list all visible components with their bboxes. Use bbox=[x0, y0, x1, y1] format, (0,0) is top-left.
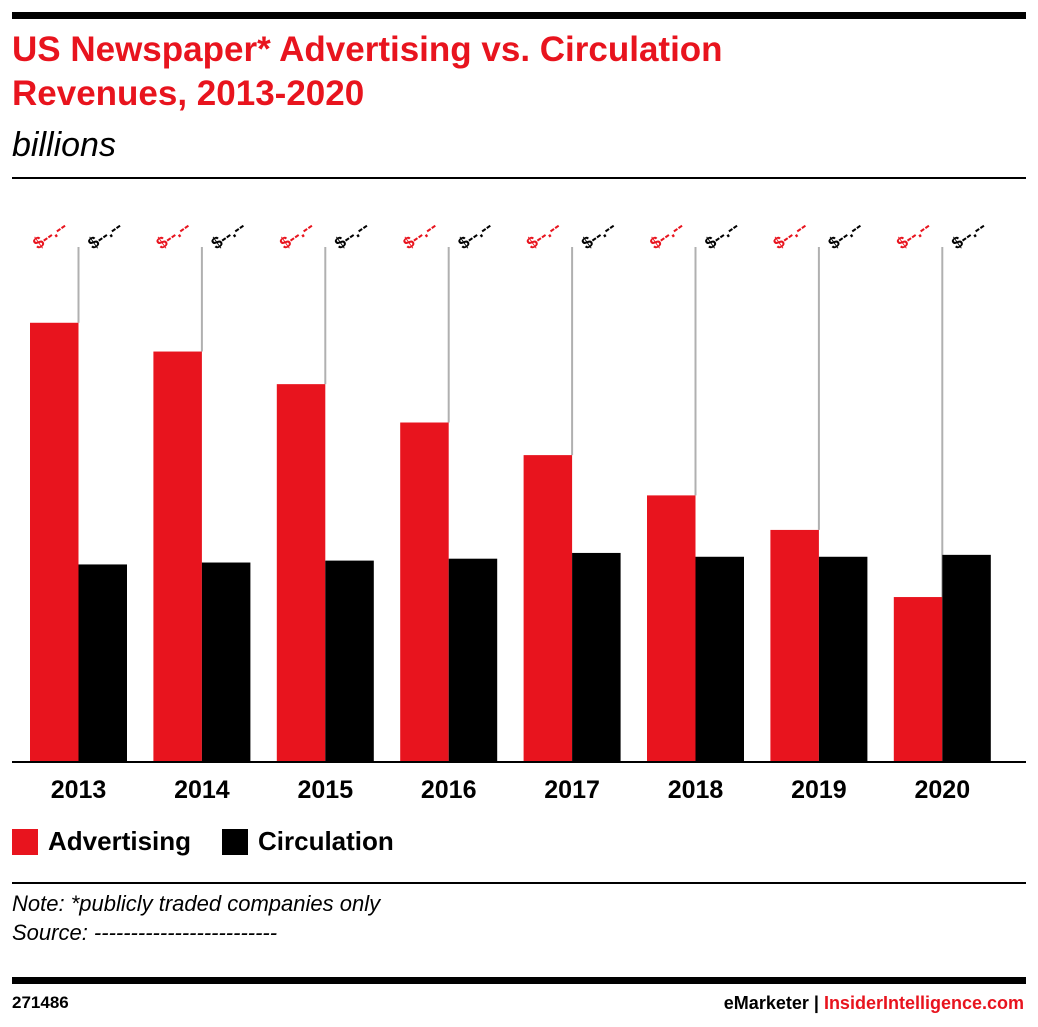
source-text: Source: ------------------------- bbox=[12, 920, 278, 945]
data-label: $--.-- bbox=[400, 217, 441, 254]
data-label: $--.-- bbox=[646, 217, 687, 254]
brand-insiderintelligence[interactable]: InsiderIntelligence.com bbox=[823, 993, 1024, 1013]
data-label: $--.-- bbox=[29, 217, 70, 254]
chart-title: US Newspaper* Advertising vs. Circulatio… bbox=[12, 28, 723, 116]
notes-divider bbox=[12, 882, 1026, 884]
x-tick-label: 2013 bbox=[51, 776, 107, 804]
data-label: $--.-- bbox=[331, 217, 372, 254]
bar-advertising-2013 bbox=[30, 322, 79, 762]
brand-emarketer: eMarketer bbox=[723, 993, 809, 1013]
x-tick-label: 2018 bbox=[668, 776, 724, 804]
bar-circulation-2020 bbox=[942, 554, 991, 762]
chart-id: 271486 bbox=[12, 993, 69, 1012]
brand-separator: | bbox=[813, 993, 819, 1013]
brand: eMarketer | InsiderIntelligence.com bbox=[724, 993, 1024, 1014]
data-label: $--.-- bbox=[578, 217, 619, 254]
x-tick-label: 2019 bbox=[791, 776, 847, 804]
data-label: $--.-- bbox=[825, 217, 866, 254]
bar-advertising-2016 bbox=[400, 422, 449, 762]
data-label: $--.-- bbox=[208, 217, 249, 254]
x-tick-label: 2014 bbox=[174, 776, 230, 804]
legend-swatch-circulation bbox=[222, 828, 248, 855]
bar-advertising-2018 bbox=[647, 495, 696, 762]
bar-advertising-2014 bbox=[153, 351, 202, 762]
bar-advertising-2015 bbox=[276, 384, 326, 762]
data-label: $--.-- bbox=[701, 217, 742, 254]
bar-circulation-2019 bbox=[818, 556, 868, 762]
data-label: $--.-- bbox=[276, 217, 317, 254]
bar-circulation-2016 bbox=[448, 558, 498, 762]
bar-advertising-2017 bbox=[523, 455, 573, 762]
title-divider bbox=[12, 177, 1026, 179]
data-label: $--.-- bbox=[893, 217, 934, 254]
data-label: $--.-- bbox=[455, 217, 496, 254]
bar-circulation-2013 bbox=[78, 564, 127, 762]
bottom-rule bbox=[12, 977, 1026, 984]
x-tick-label: 2020 bbox=[914, 776, 970, 804]
bar-chart: $--.-- $--.-- 2013 $--.-- $--.-- 2014 $--.-- $-… bbox=[12, 217, 1026, 804]
x-tick-label: 2015 bbox=[297, 776, 353, 804]
data-label: $--.-- bbox=[523, 217, 564, 254]
top-rule bbox=[12, 12, 1026, 19]
bar-circulation-2014 bbox=[201, 562, 251, 762]
chart-subtitle: billions bbox=[12, 126, 116, 164]
bar-circulation-2015 bbox=[325, 560, 374, 762]
data-label: $--.-- bbox=[153, 217, 194, 254]
data-label: $--.-- bbox=[948, 217, 989, 254]
data-label: $--.-- bbox=[84, 217, 125, 254]
legend-circulation: Circulation bbox=[222, 826, 394, 857]
bar-circulation-2018 bbox=[695, 556, 744, 762]
title-line-1: US Newspaper* Advertising vs. Circulatio… bbox=[12, 30, 723, 69]
bar-advertising-2019 bbox=[770, 529, 819, 762]
title-line-2: Revenues, 2013-2020 bbox=[12, 74, 365, 113]
bar-advertising-2020 bbox=[893, 597, 943, 762]
legend-swatch-advertising bbox=[12, 828, 38, 855]
bar-circulation-2017 bbox=[572, 552, 621, 762]
legend-label: Advertising bbox=[48, 826, 192, 856]
legend-advertising: Advertising bbox=[12, 826, 191, 857]
x-tick-label: 2017 bbox=[544, 776, 600, 804]
note-text: Note: *publicly traded companies only bbox=[12, 891, 381, 916]
data-label: $--.-- bbox=[770, 217, 811, 254]
legend-label: Circulation bbox=[258, 826, 394, 856]
x-tick-label: 2016 bbox=[421, 776, 477, 804]
